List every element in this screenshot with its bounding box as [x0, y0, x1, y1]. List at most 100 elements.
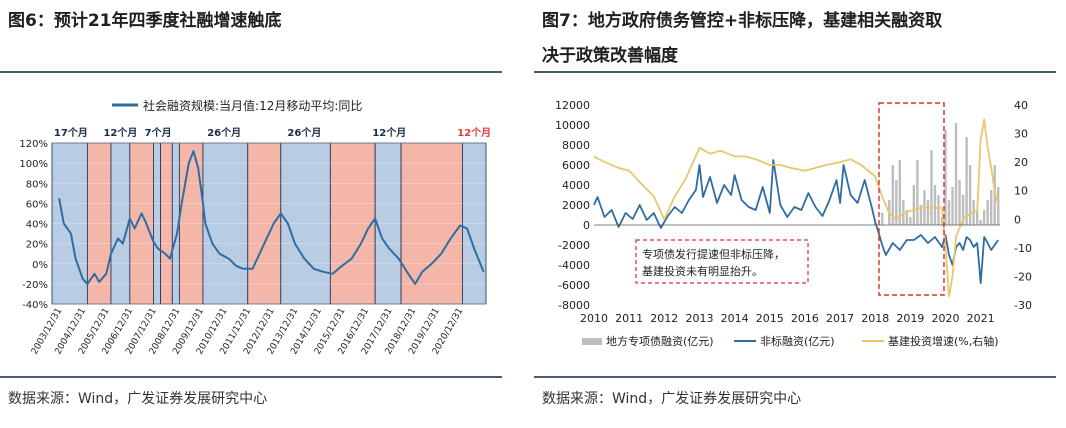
right-chart-svg: 12000 10000 8000 6000 4000 2000 0 -2000 -4000 -60… — [555, 99, 1032, 348]
right-y-tick-label: -2000 — [558, 239, 590, 252]
right-y-tick-label: -6000 — [558, 279, 590, 292]
right-y2-tick-label: 10 — [1014, 185, 1028, 198]
left-x-tick-labels: 2003/12/312004/12/312005/12/312006/12/31… — [30, 306, 466, 356]
period-duration-label: 26个月 — [207, 126, 241, 139]
period-duration-label: 26个月 — [287, 126, 321, 139]
infra-growth-line — [593, 118, 1000, 298]
left-period-labels: 17个月 12个月 7个月 26个月 26个月 12个月 12个月 — [54, 126, 491, 139]
right-y-tick-label: -4000 — [558, 259, 590, 272]
right-x-tick-label: 2018 — [861, 312, 889, 325]
left-series-line — [58, 150, 485, 285]
left-y-tick-label: 0% — [32, 260, 48, 271]
period-duration-label: 12个月 — [103, 126, 137, 139]
special-bond-bar — [975, 210, 979, 225]
annotation-box — [635, 239, 809, 284]
special-bond-bar — [944, 130, 947, 225]
special-bond-bar — [898, 160, 902, 225]
right-x-tick-label: 2016 — [791, 312, 819, 325]
right-y2-tick-label: 30 — [1014, 128, 1028, 141]
right-title-rule — [534, 71, 1056, 73]
right-line-series — [593, 118, 1000, 298]
special-bond-bar — [940, 217, 944, 225]
period-duration-label: 12个月 — [372, 126, 406, 139]
right-y-tick-label: 10000 — [555, 119, 590, 132]
left-y-tick-label: -40% — [22, 300, 48, 311]
right-y2-tick-label: 40 — [1014, 99, 1028, 112]
annotation-text-line2: 基建投资未有明显抬升。 — [642, 264, 763, 278]
special-bond-bar — [933, 185, 937, 225]
right-y2-tick-labels: 40 30 20 10 0 -10 -20 -30 — [1014, 99, 1032, 312]
special-bond-bar — [990, 190, 993, 225]
special-bond-bar — [919, 205, 923, 225]
left-y-tick-label: 40% — [26, 220, 48, 231]
period-duration-label: 17个月 — [54, 126, 88, 139]
special-bond-bar — [930, 150, 933, 225]
right-y2-tick-label: -10 — [1014, 242, 1032, 255]
legend-label-special-bond: 地方专项债融资(亿元) — [606, 334, 714, 348]
special-bond-bar — [993, 165, 996, 225]
right-x-tick-label: 2015 — [756, 312, 784, 325]
right-x-tick-label: 2021 — [967, 312, 995, 325]
left-chart-title: 图6：预计21年四季度社融增速触底 — [8, 11, 282, 31]
special-bond-bar — [905, 210, 909, 225]
right-y-tick-label: 8000 — [562, 139, 590, 152]
special-bond-bar — [909, 217, 912, 225]
left-y-tick-label: -20% — [22, 280, 48, 291]
special-bond-bar — [902, 200, 905, 225]
special-bond-bar — [916, 160, 919, 225]
right-x-tick-label: 2019 — [896, 312, 924, 325]
right-chart-panel: 图7：地方政府债务管控+非标压降，基建相关融资取 决于政策改善幅度 12000 1… — [534, 0, 1066, 428]
left-legend: 社会融资规模:当月值:12月移动平均:同比 — [112, 98, 362, 113]
right-chart-title-line2: 决于政策改善幅度 — [542, 46, 678, 66]
right-x-tick-label: 2013 — [685, 312, 713, 325]
special-bond-bar — [881, 213, 884, 225]
left-y-tick-label: 100% — [19, 159, 48, 170]
right-y-tick-label: 0 — [583, 219, 590, 232]
right-y-tick-labels: 12000 10000 8000 6000 4000 2000 0 -2000 -4000 -60… — [555, 99, 590, 312]
right-x-tick-label: 2010 — [580, 312, 608, 325]
right-y2-tick-label: -30 — [1014, 299, 1032, 312]
special-bond-bar — [937, 195, 940, 225]
left-chart-svg: 120% 100% 80% 60% 40% 20% 0% -20% -40% 2003/12/3… — [19, 98, 491, 356]
right-y-tick-label: 12000 — [555, 99, 590, 112]
special-bond-bar — [891, 165, 894, 225]
legend-label-non-standard: 非标融资(亿元) — [760, 334, 835, 348]
right-y-tick-label: 2000 — [562, 199, 590, 212]
left-y-tick-label: 60% — [26, 199, 48, 210]
special-bond-bar — [986, 200, 989, 225]
highlight-box-2018-2019 — [878, 102, 945, 296]
right-y-tick-label: 6000 — [562, 159, 590, 172]
left-y-tick-label: 80% — [26, 179, 48, 190]
special-bond-bar — [961, 195, 965, 225]
right-y2-tick-label: -20 — [1014, 270, 1032, 283]
right-x-tick-label: 2014 — [721, 312, 749, 325]
legend-label-infra-growth: 基建投资增速(%,右轴) — [888, 334, 999, 348]
period-duration-label: 12个月 — [457, 126, 491, 139]
right-bar-series — [874, 123, 1000, 225]
right-annotations: 专项债发行提速但非标压降， 基建投资未有明显抬升。 — [635, 102, 945, 296]
special-bond-bar — [958, 180, 961, 225]
right-y-tick-label: -8000 — [558, 299, 590, 312]
special-bond-bar — [982, 210, 986, 225]
right-legend: 地方专项债融资(亿元) 非标融资(亿元) 基建投资增速(%,右轴) — [582, 334, 999, 348]
special-bond-bar — [968, 165, 972, 225]
left-y-tick-labels: 120% 100% 80% 60% 40% 20% 0% -20% -40% — [19, 139, 48, 311]
right-x-tick-labels: 2010 2011 2012 2013 2014 2015 2016 2017 2018 2019… — [580, 312, 995, 325]
special-bond-bar — [947, 200, 951, 225]
right-y-tick-label: 4000 — [562, 179, 590, 192]
period-duration-label: 7个月 — [145, 126, 172, 139]
special-bond-bar — [912, 185, 916, 225]
left-series-layer — [58, 150, 485, 285]
right-y2-tick-label: 0 — [1014, 213, 1021, 226]
left-title-rule — [0, 71, 502, 73]
left-source-note: 数据来源：Wind，广发证券发展研究中心 — [8, 391, 268, 407]
special-bond-bar — [895, 180, 898, 225]
left-bottom-rule — [0, 376, 502, 378]
annotation-text-line1: 专项债发行提速但非标压降， — [642, 247, 785, 261]
right-x-tick-label: 2011 — [615, 312, 643, 325]
left-chart-panel: 图6：预计21年四季度社融增速触底 120% 100% 80% 60% 40% 20% 0%… — [0, 0, 512, 428]
special-bond-bar — [965, 137, 968, 225]
special-bond-bar — [979, 220, 982, 225]
right-source-note: 数据来源：Wind，广发证券发展研究中心 — [542, 391, 802, 407]
legend-swatch-special-bond — [582, 338, 602, 345]
